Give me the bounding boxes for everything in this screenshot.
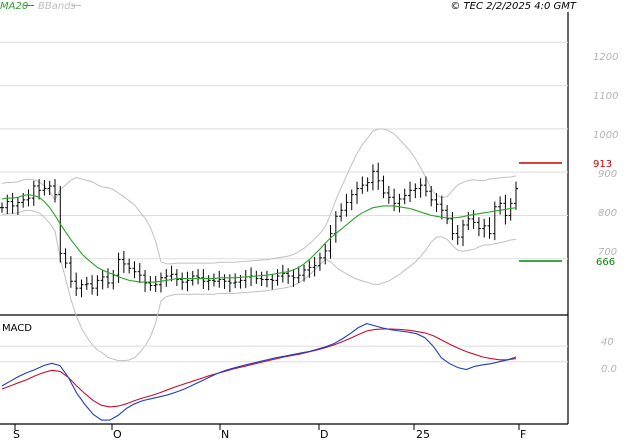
legend-ma20: MA20 <box>0 1 28 12</box>
x-tick: D <box>320 428 328 440</box>
x-tick: O <box>113 428 122 440</box>
y-tick: 900 <box>598 169 617 180</box>
x-tick: S <box>13 428 20 440</box>
support-label: 666 <box>596 257 615 268</box>
x-tick: F <box>520 428 526 440</box>
legend-bbands: BBands <box>38 1 76 12</box>
ma20-series <box>1 194 517 283</box>
y-tick: 1100 <box>593 91 618 102</box>
y-tick: 1000 <box>593 130 618 141</box>
x-tick: 25 <box>416 428 430 440</box>
bband-lower <box>1 209 517 362</box>
price-y-axis: 1200 1100 1000 900 800 700 <box>593 52 618 258</box>
bband-upper <box>1 128 517 265</box>
macd-line <box>1 323 517 421</box>
macd-y-tick: 40 <box>601 337 614 348</box>
y-tick: 700 <box>598 247 617 258</box>
macd-gridlines <box>0 345 568 363</box>
x-tick: N <box>221 428 229 440</box>
resistance-label: 913 <box>593 159 612 170</box>
macd-y-tick: 0.0 <box>601 364 617 375</box>
macd-series <box>1 323 517 421</box>
bollinger-bands <box>1 128 517 362</box>
macd-title: MACD <box>2 323 32 334</box>
copyright: © TEC 2/2/2025 4:0 GMT <box>450 1 577 12</box>
ma20-line <box>1 194 517 283</box>
y-tick: 1200 <box>593 52 618 63</box>
macd-signal-line <box>1 328 517 408</box>
gridlines <box>0 41 568 260</box>
x-axis: S O N D 25 F <box>13 424 526 440</box>
price-bars <box>0 162 518 298</box>
y-tick: 800 <box>598 208 617 219</box>
